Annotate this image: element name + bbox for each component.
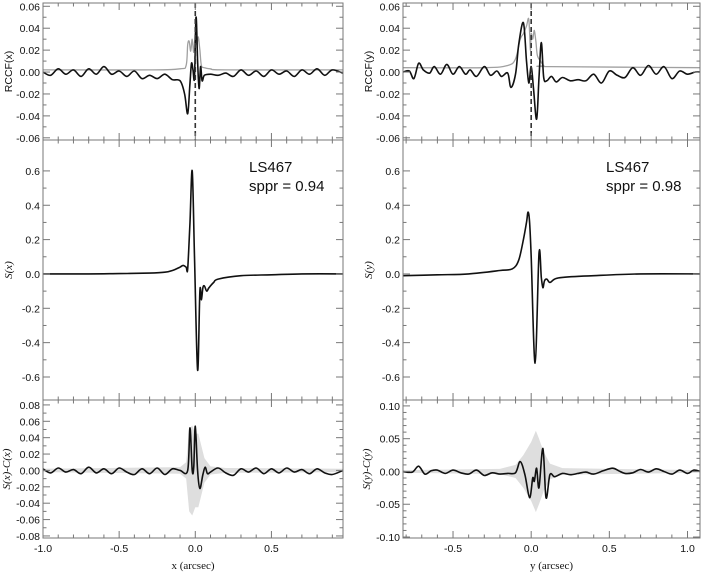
x-axis-label: y (arcsec) [530,560,573,572]
y-tick-label: 0.05 [380,434,401,446]
y-tick-label: -0.04 [16,498,40,510]
series-gray-line [402,17,701,69]
series-black-line [402,21,701,121]
x-tick-label: 0.5 [264,543,279,555]
y-axis-label: RCCF(x) [3,51,15,92]
x-tick-label: 0.0 [188,543,203,555]
y-tick-label: -0.6 [382,372,400,384]
y-tick-label: -0.02 [16,482,40,494]
panel-rccf-y: -0.06 -0.04 -0.02 0.00 0.02 0.04 0.06 RCCF(y) [363,1,701,145]
x-tick-label: -1.0 [34,543,52,555]
y-tick-label: 0.08 [20,400,41,412]
y-axis-label: S(x) [3,261,15,279]
y-tick-label: -0.05 [376,499,400,511]
series-black-line [42,16,344,115]
y-tick-label: -0.2 [382,303,400,315]
series-black-line [402,211,701,365]
y-tick-label: -0.6 [22,372,40,384]
x-axis-label: x (arcsec) [171,560,214,572]
y-tick-label: 0.00 [20,67,41,79]
y-tick-label: 0.6 [25,166,40,178]
y-tick-label: 0.00 [380,466,401,478]
x-tick-label: 0.5 [602,543,617,555]
y-tick-label: 0.06 [20,1,41,13]
series-black-line [402,447,701,499]
y-tick-label: 0.02 [20,449,41,461]
object-name-annotation: LS467 [249,159,292,176]
axes-frame [402,2,701,141]
y-axis-label: S(x)-C(x) [1,448,13,489]
series-black-line [42,425,344,490]
y-tick-label: 0.06 [380,1,401,13]
panel-s-y: -0.6 -0.4 -0.2 0.0 0.2 0.4 0.6 S(y) LS467 sppr = … [363,139,701,401]
y-tick-label: -0.08 [16,531,40,543]
y-tick-label: 0.02 [20,45,41,57]
y-tick-label: 0.02 [380,45,401,57]
x-tick-label: 1.0 [680,543,695,555]
y-tick-label: -0.02 [16,89,40,101]
y-tick-label: 0.04 [20,23,41,35]
y-tick-label: 0.4 [385,200,400,212]
y-tick-label: 0.6 [385,166,400,178]
x-tick-label: -0.5 [110,543,128,555]
y-tick-label: 0.00 [380,67,401,79]
y-axis-label: S(y)-C(y) [361,448,373,489]
y-tick-label: 0.00 [20,465,41,477]
y-axis-label: RCCF(y) [363,51,375,92]
y-tick-label: -0.4 [382,338,400,350]
y-tick-label: 0.04 [380,23,401,35]
sppr-annotation: sppr = 0.98 [606,178,681,195]
axes-frame [42,399,344,539]
y-tick-label: -0.2 [22,303,40,315]
y-tick-label: 0.10 [380,401,401,413]
panel-s-x: -0.6 -0.4 -0.2 0.0 0.2 0.4 0.6 S(x) LS467 sppr = … [3,139,344,401]
y-tick-label: -0.06 [16,133,40,145]
y-tick-label: -0.02 [376,89,400,101]
y-tick-label: 0.0 [385,269,400,281]
y-tick-label: -0.10 [376,532,400,544]
x-tick-label: 0.0 [524,543,539,555]
object-name-annotation: LS467 [606,159,649,176]
y-tick-label: 0.4 [25,200,40,212]
series-black-line [42,170,344,371]
y-tick-label: -0.04 [16,111,40,123]
panel-rccf-x: -0.06 -0.04 -0.02 0.00 0.02 0.04 0.06 RCCF(x) [3,1,344,145]
y-tick-label: -0.06 [16,515,40,527]
axes-frame [402,399,701,539]
uncertainty-band [403,430,700,513]
y-tick-label: 0.2 [25,235,40,247]
y-tick-label: 0.0 [25,269,40,281]
y-tick-label: 0.04 [20,433,41,445]
y-tick-label: 0.06 [20,416,41,428]
panel-sy-minus-cy: -0.10 -0.05 0.00 0.05 0.10 -0.5 0.0 0.5 1.0 S(y)-… [361,399,701,572]
y-tick-label: -0.06 [376,133,400,145]
series-gray-line [42,33,344,71]
y-tick-label: 0.2 [385,235,400,247]
y-tick-label: -0.04 [376,111,400,123]
sppr-annotation: sppr = 0.94 [249,178,324,195]
y-tick-label: -0.4 [22,338,40,350]
panel-sx-minus-cx: -0.08 -0.06 -0.04 -0.02 0.00 0.02 0.04 0.06 0.08… [1,399,344,572]
x-tick-label: -0.5 [444,543,462,555]
y-axis-label: S(y) [363,261,375,279]
